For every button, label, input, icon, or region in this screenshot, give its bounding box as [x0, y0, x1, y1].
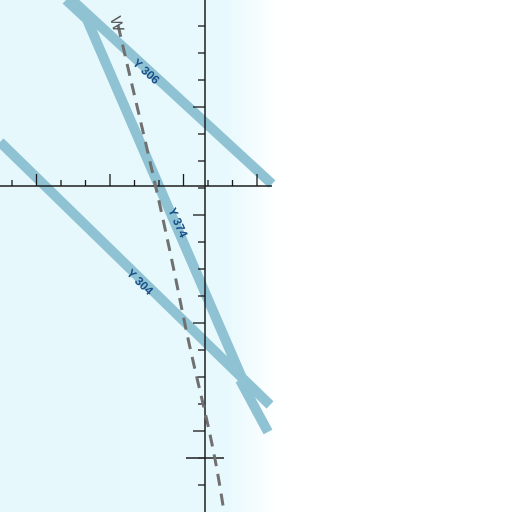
route-y304-tail	[235, 377, 273, 435]
water-area	[0, 0, 278, 512]
route-y374-line	[80, 13, 250, 387]
boundary-dashed-line	[116, 24, 226, 512]
grid-ticks	[11, 25, 258, 486]
route-y306-line	[68, 0, 276, 188]
boundary-label: W	[106, 15, 127, 35]
route-y374-top-segment	[62, 0, 96, 28]
